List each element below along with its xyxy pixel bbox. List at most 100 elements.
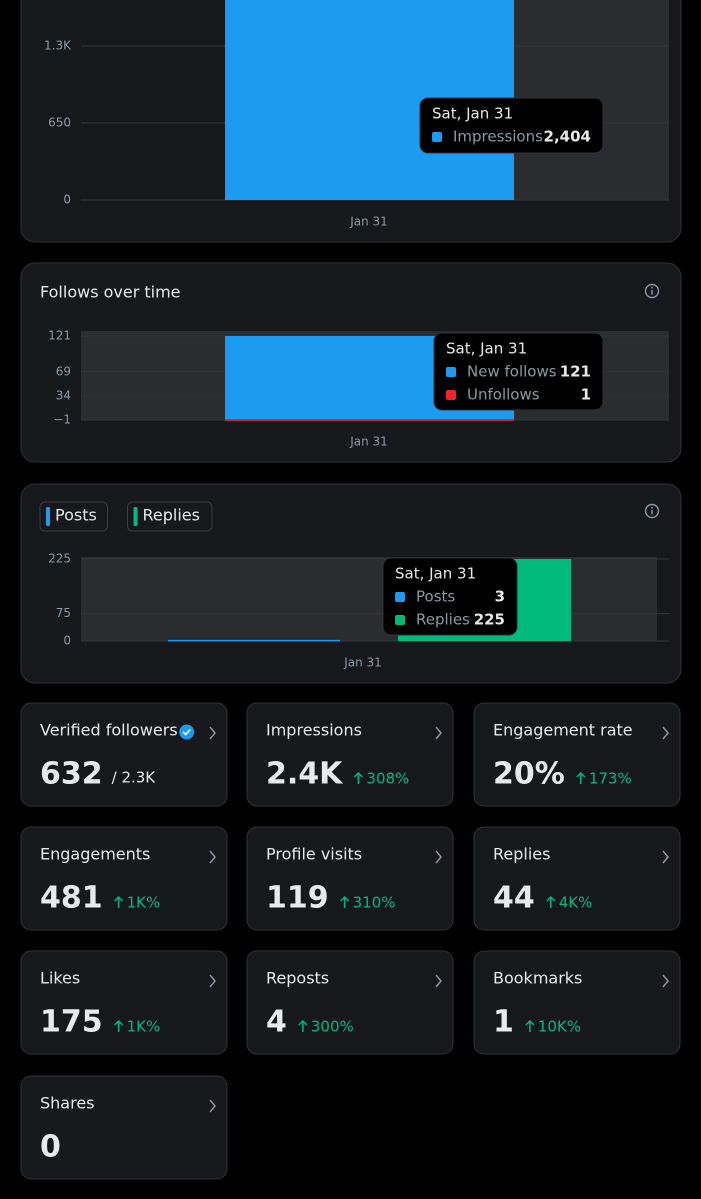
stat-label: Likes	[40, 969, 80, 988]
legend-button[interactable]	[127, 501, 213, 532]
y-tick-label: 225	[48, 552, 71, 566]
stat-total: / 2.3K	[112, 769, 157, 787]
tooltip-name: New follows	[467, 363, 557, 381]
chevron	[662, 850, 669, 864]
chevron	[662, 726, 669, 740]
legend-label: Posts	[55, 506, 97, 525]
stat-change: 1K%	[127, 894, 161, 912]
stat-value: 119	[266, 881, 329, 916]
info-icon	[651, 506, 653, 509]
stat-label: Reposts	[266, 969, 329, 988]
stat-change: 10K%	[538, 1018, 581, 1036]
y-tick-label: 34	[56, 388, 71, 402]
chevron	[435, 974, 442, 988]
x-tick-label: Jan 31	[343, 656, 382, 670]
content: 1.3K 650 0 Jan 31 Sat, Jan 31 Impressions 2,40…	[20, 0, 681, 1180]
tooltip-name: Replies	[416, 611, 470, 629]
stat-label: Impressions	[266, 721, 362, 740]
tooltip-name: Unfollows	[467, 386, 540, 404]
stat-label: Bookmarks	[493, 969, 582, 988]
tooltip-title: Sat, Jan 31	[432, 105, 513, 123]
tooltip-value: 3	[495, 588, 505, 606]
stat-value: 0	[40, 1130, 61, 1165]
tooltip-swatch	[395, 592, 405, 602]
chevron	[435, 850, 442, 864]
bar	[168, 639, 340, 642]
stat-card[interactable]	[246, 950, 454, 1055]
stat-change: 173%	[589, 770, 632, 788]
up-arrow	[353, 771, 363, 784]
stat-card[interactable]	[20, 950, 228, 1055]
tooltip-value: 2,404	[544, 128, 591, 146]
stat-value: 2.4K	[266, 757, 344, 792]
bar	[225, 419, 514, 421]
tooltip-value: 1	[581, 386, 591, 404]
stat-value: 481	[40, 881, 103, 916]
tooltip-title: Sat, Jan 31	[395, 565, 476, 583]
tooltip-value: 121	[560, 363, 591, 381]
up-arrow	[525, 1019, 535, 1032]
tooltip-title: Sat, Jan 31	[446, 340, 527, 358]
stat-value: 175	[40, 1005, 103, 1040]
stat-card[interactable]	[20, 1075, 228, 1180]
tooltip	[419, 97, 604, 154]
y-tick-label: 0	[63, 193, 71, 207]
stat-value: 20%	[493, 757, 565, 792]
up-arrow	[114, 1019, 124, 1032]
x-tick-label: Jan 31	[349, 215, 388, 229]
stat-change: 310%	[353, 894, 396, 912]
stat-value: 1	[493, 1005, 514, 1040]
legend-swatch	[46, 507, 50, 526]
tooltip	[382, 557, 518, 636]
stat-label: Replies	[493, 845, 550, 864]
y-tick-label: −1	[53, 413, 71, 427]
stat-value: 44	[493, 881, 535, 916]
chevron	[209, 1099, 216, 1113]
legend-label: Replies	[143, 506, 200, 525]
stat-card[interactable]	[473, 826, 681, 931]
y-tick-label: 69	[56, 364, 71, 378]
verified-check	[182, 728, 191, 736]
y-tick-label: 121	[48, 329, 71, 343]
stat-label: Profile visits	[266, 845, 362, 864]
stat-card[interactable]	[20, 826, 228, 931]
y-tick-label: 75	[56, 606, 71, 620]
up-arrow	[546, 895, 556, 908]
tooltip-value: 225	[474, 611, 505, 629]
x-tick-label: Jan 31	[349, 435, 388, 449]
stat-label: Verified followers	[40, 721, 178, 740]
stat-value: 632	[40, 757, 103, 792]
legend-swatch	[133, 507, 138, 526]
info-icon[interactable]	[644, 503, 660, 519]
stat-card[interactable]	[246, 826, 454, 931]
stat-card[interactable]	[473, 702, 681, 807]
stat-change: 4K%	[559, 894, 593, 912]
y-tick-label: 1.3K	[44, 38, 72, 52]
stat-card[interactable]	[473, 950, 681, 1055]
tooltip	[433, 332, 604, 411]
stat-card[interactable]	[246, 702, 454, 807]
up-arrow	[114, 895, 124, 908]
y-tick-label: 0	[63, 634, 71, 648]
stat-card[interactable]	[20, 702, 228, 807]
stat-change: 1K%	[127, 1018, 161, 1036]
tooltip-swatch	[446, 390, 456, 400]
tooltip-swatch	[446, 367, 456, 377]
chart-title: Follows over time	[40, 283, 181, 302]
stat-label: Engagement rate	[493, 721, 633, 740]
info-icon[interactable]	[644, 283, 660, 299]
up-arrow	[576, 771, 586, 784]
stat-label: Engagements	[40, 845, 150, 864]
stat-value: 4	[266, 1005, 287, 1040]
legend-button[interactable]	[39, 501, 108, 532]
chevron	[209, 726, 216, 740]
y-tick-label: 650	[48, 115, 71, 129]
verified-badge	[179, 724, 195, 740]
up-arrow	[298, 1019, 308, 1032]
tooltip-swatch	[395, 615, 405, 625]
tooltip-name: Posts	[416, 588, 455, 606]
chevron	[662, 974, 669, 988]
stat-label: Shares	[40, 1094, 95, 1113]
stat-change: 300%	[311, 1018, 354, 1036]
